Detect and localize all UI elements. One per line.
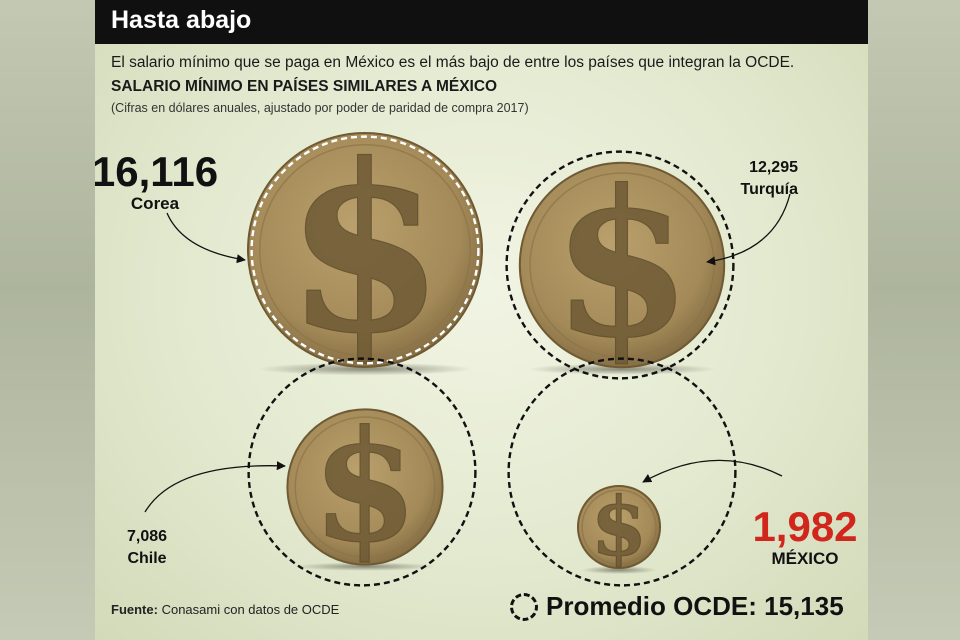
dollar-sign-icon: $: [312, 397, 418, 576]
arrow-chile: [144, 461, 286, 513]
coin-corea: [247, 132, 483, 368]
value-label-turquia: 12,295: [749, 159, 798, 176]
coin-rim-mexico: [581, 489, 657, 565]
coin-turquia: [518, 161, 726, 369]
coin-shadow-chile: [293, 562, 437, 571]
country-label-chile: Chile: [127, 550, 166, 567]
value-label-mexico: 1,982: [752, 503, 857, 550]
dollar-sign-icon: $: [285, 115, 445, 385]
arrow-corea: [166, 212, 246, 264]
country-label-turquia: Turquía: [741, 181, 799, 198]
title-bar: Hasta abajo: [95, 0, 868, 44]
source-text: Conasami con datos de OCDE: [161, 602, 340, 617]
country-label-mexico: MÉXICO: [771, 549, 838, 568]
infographic-card: Hasta abajo El salario mínimo que se pag…: [95, 0, 868, 640]
dashed-ring-legend-icon: [510, 592, 538, 621]
coin-shadow-turquia: [527, 363, 717, 375]
coin-rim-chile: [294, 416, 436, 558]
background-left: [0, 0, 95, 640]
ocde-average-ring-1: [250, 135, 480, 365]
units-note: (Cifras en dólares anuales, ajustado por…: [111, 101, 529, 115]
value-label-chile: 7,086: [127, 528, 167, 545]
ocde-average-ring-3: [247, 357, 477, 587]
ocde-average-legend: Promedio OCDE: 15,135: [510, 591, 844, 622]
ocde-average-ring-2: [505, 150, 735, 380]
bubble-chart: $ $$ $ 16,116Corea12,295Turquía7,086Chile1…: [95, 114, 858, 587]
ocde-average-label: Promedio OCDE: 15,135: [546, 591, 844, 621]
dollar-sign-icon: $: [552, 146, 692, 382]
country-label-corea: Corea: [131, 194, 180, 213]
arrow-mexico: [642, 459, 783, 483]
source-note: Fuente: Conasami con datos de OCDE: [111, 602, 339, 617]
value-label-corea: 16,116: [95, 148, 218, 195]
ocde-average-ring-4: [507, 357, 737, 587]
dollar-sign-icon: $: [591, 480, 647, 575]
coin-rim-corea: [258, 143, 472, 357]
coin-shadow-mexico: [581, 566, 657, 575]
coin-chile: [286, 408, 444, 566]
coin-mexico: [576, 484, 662, 570]
source-label: Fuente:: [111, 602, 158, 617]
chart-subtitle: SALARIO MÍNIMO EN PAÍSES SIMILARES A MÉX…: [111, 78, 498, 95]
coin-shadow-corea: [257, 362, 473, 376]
intro-text: El salario mínimo que se paga en México …: [111, 54, 795, 71]
page-title: Hasta abajo: [111, 6, 252, 34]
arrow-turquia: [706, 193, 791, 266]
background-right: [868, 0, 960, 640]
